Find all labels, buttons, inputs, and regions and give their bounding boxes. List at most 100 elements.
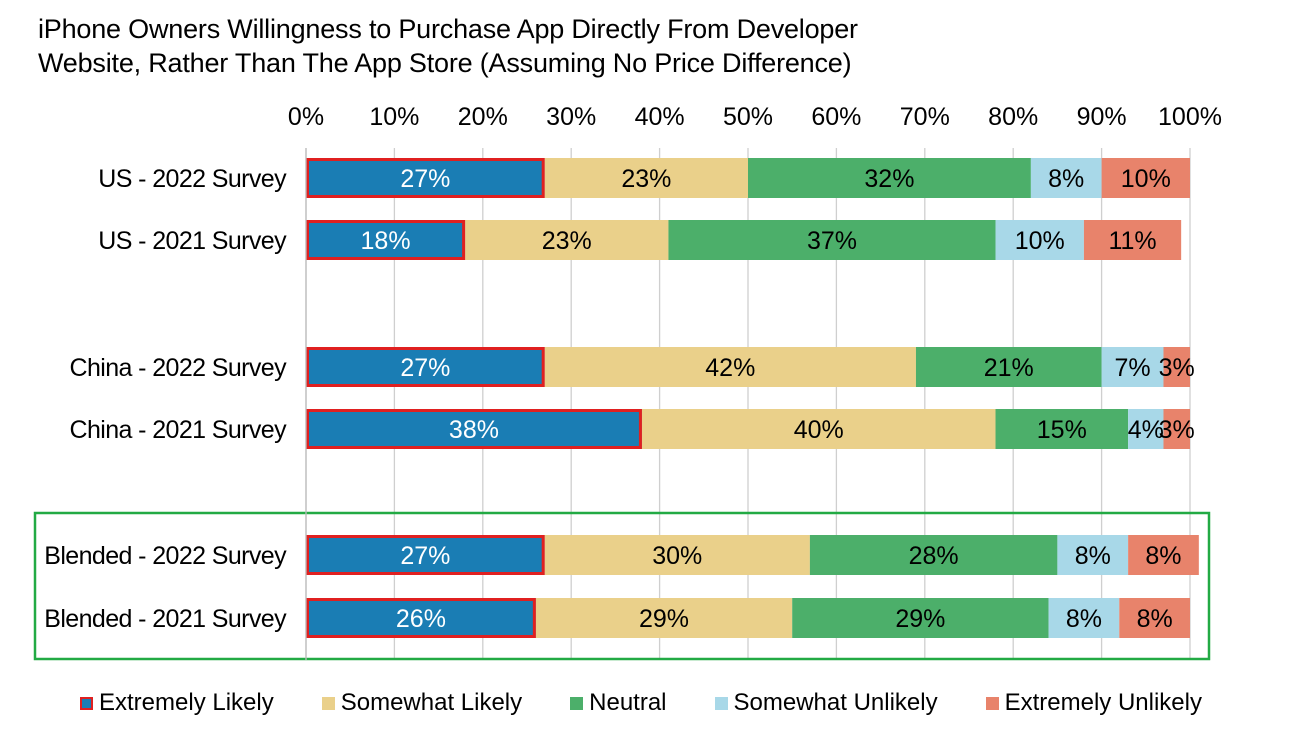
legend-label: Neutral — [589, 689, 667, 716]
data-label: 3% — [1159, 416, 1195, 444]
category-label: Blended - 2021 Survey — [44, 605, 287, 633]
data-label: 40% — [794, 416, 844, 444]
bar-somewhat-likely — [535, 598, 793, 638]
data-label: 30% — [652, 542, 702, 570]
data-label: 11% — [1108, 227, 1156, 255]
highlight-box — [33, 511, 1211, 661]
bar-somewhat-likely — [544, 535, 810, 575]
bar-extremely-unlikely — [1163, 409, 1190, 449]
bar-neutral — [792, 598, 1049, 638]
category-label: Blended - 2022 Survey — [44, 542, 287, 570]
bar-extremely-unlikely — [1128, 535, 1199, 575]
data-label: 10% — [1015, 227, 1065, 255]
data-label: 21% — [984, 354, 1034, 382]
legend-swatch — [80, 696, 93, 710]
data-label: 29% — [895, 605, 945, 633]
x-tick-label: 20% — [458, 103, 508, 131]
bar-highlight-outline — [306, 535, 545, 575]
bar-extremely-likely — [306, 158, 545, 198]
category-label: China - 2022 Survey — [69, 354, 287, 382]
bar-neutral — [748, 158, 1031, 198]
data-label: 18% — [361, 227, 411, 255]
x-tick-label: 100% — [1158, 103, 1222, 131]
bar-extremely-likely — [306, 409, 642, 449]
bar-extremely-unlikely — [1083, 220, 1182, 260]
data-label: 28% — [909, 542, 959, 570]
bar-somewhat-likely — [641, 409, 996, 449]
x-tick-label: 0% — [288, 103, 324, 131]
x-tick-label: 50% — [723, 103, 773, 131]
data-label: 38% — [449, 416, 499, 444]
bar-somewhat-likely — [544, 347, 916, 387]
bar-somewhat-unlikely — [1030, 158, 1102, 198]
legend-item-neutral: Neutral — [570, 689, 667, 717]
bar-neutral — [809, 535, 1058, 575]
data-label: 8% — [1075, 542, 1111, 570]
data-label: 27% — [400, 165, 450, 193]
chart-title-line-1: iPhone Owners Willingness to Purchase Ap… — [38, 14, 858, 44]
data-label: 23% — [621, 165, 671, 193]
data-label: 27% — [400, 354, 450, 382]
bar-somewhat-likely — [465, 220, 669, 260]
bar-somewhat-likely — [544, 158, 748, 198]
legend-label: Extremely Likely — [99, 689, 274, 716]
bar-highlight-outline — [306, 347, 545, 387]
x-tick-label: 80% — [988, 103, 1038, 131]
legend-swatch — [321, 696, 335, 710]
data-label: 23% — [542, 227, 592, 255]
bar-somewhat-unlikely — [1128, 409, 1164, 449]
bar-extremely-likely — [306, 535, 545, 575]
bar-neutral — [915, 347, 1102, 387]
legend-swatch — [985, 696, 999, 710]
chart-legend: Extremely Likely Somewhat Likely Neutral So… — [80, 686, 1250, 720]
legend-item-somewhat-unlikely: Somewhat Unlikely — [714, 689, 938, 717]
category-label: US - 2021 Survey — [98, 227, 287, 255]
bar-highlight-outline — [306, 158, 545, 198]
x-tick-label: 90% — [1077, 103, 1127, 131]
bar-somewhat-unlikely — [1101, 347, 1164, 387]
data-label: 32% — [864, 165, 914, 193]
legend-label: Extremely Unlikely — [1004, 689, 1202, 716]
bar-extremely-unlikely — [1119, 598, 1190, 638]
legend-label: Somewhat Likely — [340, 689, 523, 716]
data-label: 8% — [1048, 165, 1084, 193]
category-label: China - 2021 Survey — [69, 416, 287, 444]
data-label: 15% — [1037, 416, 1087, 444]
data-label: 4% — [1128, 416, 1164, 444]
legend-item-somewhat-likely: Somewhat Likely — [321, 689, 523, 717]
legend-label: Somewhat Unlikely — [733, 689, 938, 716]
legend-item-extremely-unlikely: Extremely Unlikely — [985, 689, 1202, 717]
data-label: 42% — [705, 354, 755, 382]
data-label: 8% — [1137, 605, 1173, 633]
chart-title-line-2: Website, Rather Than The App Store (Assu… — [38, 48, 852, 78]
category-label: US - 2022 Survey — [98, 165, 287, 193]
bar-neutral — [995, 409, 1129, 449]
data-label: 29% — [639, 605, 689, 633]
chart-title: iPhone Owners Willingness to Purchase Ap… — [38, 12, 1038, 80]
data-label: 8% — [1066, 605, 1102, 633]
data-label: 37% — [807, 227, 857, 255]
data-label: 8% — [1145, 542, 1181, 570]
bar-somewhat-unlikely — [995, 220, 1084, 260]
bar-extremely-likely — [306, 347, 545, 387]
data-label: 3% — [1159, 354, 1195, 382]
x-tick-label: 60% — [811, 103, 861, 131]
data-label: 7% — [1114, 354, 1150, 382]
data-label: 26% — [396, 605, 446, 633]
x-tick-label: 70% — [900, 103, 950, 131]
bar-neutral — [668, 220, 996, 260]
bar-extremely-unlikely — [1163, 347, 1190, 387]
bar-somewhat-unlikely — [1057, 535, 1129, 575]
bar-extremely-likely — [306, 598, 536, 638]
bar-extremely-unlikely — [1101, 158, 1190, 198]
bar-somewhat-unlikely — [1048, 598, 1120, 638]
x-tick-label: 40% — [635, 103, 685, 131]
bar-highlight-outline — [306, 220, 466, 260]
bar-highlight-outline — [306, 409, 642, 449]
legend-item-extremely-likely: Extremely Likely — [80, 689, 274, 717]
bar-extremely-likely — [306, 220, 466, 260]
bar-highlight-outline — [306, 598, 536, 638]
x-tick-label: 30% — [546, 103, 596, 131]
data-label: 27% — [400, 542, 450, 570]
